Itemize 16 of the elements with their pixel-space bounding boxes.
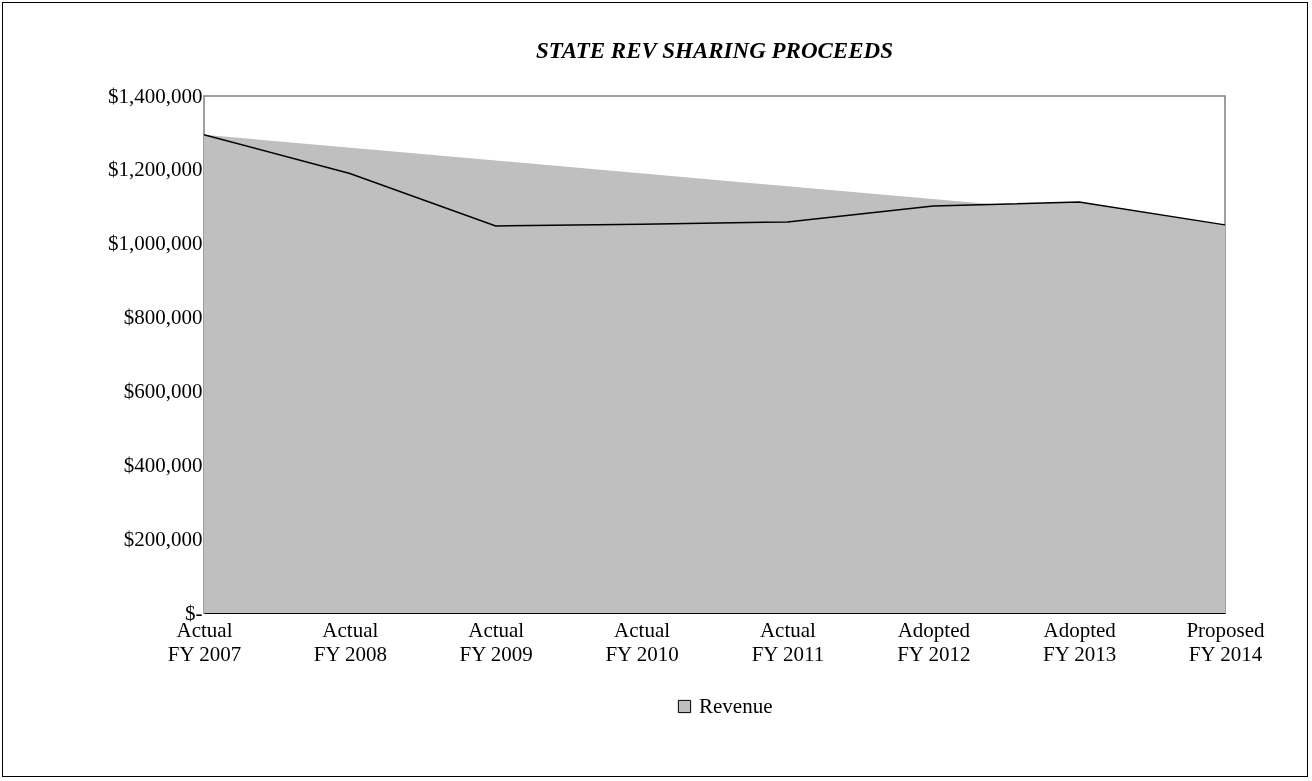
chart-title: STATE REV SHARING PROCEEDS: [536, 38, 893, 63]
x-tick-label: Actual FY 2009: [459, 617, 533, 666]
y-tick-label: $400,000: [123, 452, 203, 477]
y-tick-label: $1,000,000: [108, 231, 203, 256]
x-tick-label: Actual FY 2008: [313, 617, 388, 666]
x-tick-label: Actual FY 2011: [751, 617, 825, 666]
y-tick-label: $1,200,000: [108, 157, 203, 182]
x-tick-label: Adopted FY 2013: [1042, 617, 1117, 666]
y-tick-label: $600,000: [123, 378, 203, 403]
y-tick-label: $200,000: [123, 526, 203, 551]
x-tick-label: Actual FY 2010: [605, 617, 679, 666]
y-tick-label: $800,000: [123, 305, 203, 330]
x-tick-label: Proposed FY 2014: [1186, 617, 1266, 666]
legend-label: Revenue: [699, 693, 773, 718]
y-tick-label: $1,400,000: [108, 83, 203, 108]
x-tick-label: Adopted FY 2012: [897, 617, 971, 666]
